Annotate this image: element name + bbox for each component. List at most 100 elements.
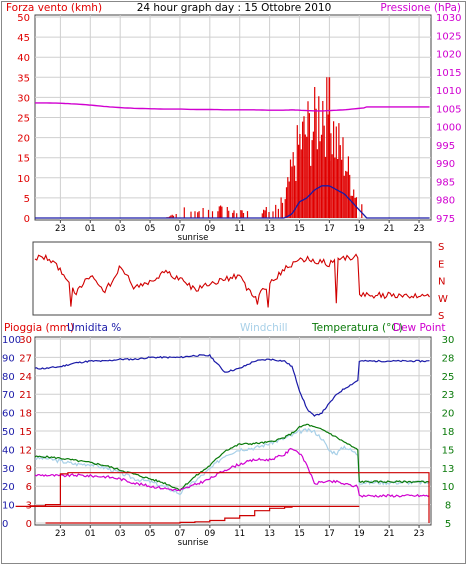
wind-ytick-label: 45: [17, 33, 30, 44]
bot-xtick-label: 01: [85, 529, 96, 539]
top-xtick-label: 23: [414, 224, 425, 234]
dewpoint-series: [34, 447, 430, 498]
sunrise-label-bottom: sunrise: [178, 538, 209, 548]
pressure-ytick-label: 975: [436, 214, 455, 225]
top-xtick-label: 07: [175, 224, 186, 234]
chart-marks: [15, 77, 430, 524]
pressure-ytick-label: 1010: [436, 86, 461, 97]
humidity-ytick-label: 80: [2, 372, 15, 383]
bot-xtick-label: 13: [264, 529, 275, 539]
rain-label: Pioggia (mm): [4, 322, 74, 334]
temperature-series: [34, 423, 430, 492]
bot-xtick-label: 07: [175, 529, 186, 539]
bot-xtick-label: 23: [55, 529, 66, 539]
rain-ytick-label: 3: [26, 501, 32, 512]
humidity-ytick-label: 70: [2, 390, 15, 401]
wind-ytick-label: 35: [17, 73, 30, 84]
rain-ytick-label: 30: [19, 335, 32, 346]
top-xtick-label: 21: [384, 224, 395, 234]
bot-xtick-label: 17: [324, 529, 335, 539]
rain-ytick-label: 24: [19, 372, 32, 383]
rain-ytick-label: 27: [19, 353, 32, 364]
temperature-ytick-label: 30: [442, 335, 455, 346]
wind-ytick-label: 50: [17, 13, 30, 24]
wind-ytick-label: 30: [17, 93, 30, 104]
rain-ytick-label: 9: [26, 464, 32, 475]
top-xtick-label: 19: [354, 224, 365, 234]
temperature-ytick-label: 20: [442, 409, 455, 420]
wind-ytick-label: 10: [17, 174, 30, 185]
wind-direction-panel-frame: [32, 241, 432, 316]
bot-xtick-label: 21: [384, 529, 395, 539]
sunrise-label-top: sunrise: [178, 233, 209, 243]
wind-ytick-label: 0: [24, 214, 30, 225]
rain-ytick-label: 0: [26, 519, 32, 530]
temperature-ytick-label: 8: [445, 501, 451, 512]
humidity-ytick-label: 50: [2, 427, 15, 438]
rain-ytick-label: 15: [19, 427, 32, 438]
pressure-ytick-label: 985: [436, 177, 455, 188]
wind-direction-label: W: [438, 294, 448, 305]
pressure-ytick-label: 1005: [436, 104, 461, 115]
humidity-label: Umidita %: [67, 322, 121, 334]
humidity-ytick-label: 0: [2, 519, 8, 530]
humidity-ytick-label: 10: [2, 501, 15, 512]
wind-direction-label: S: [438, 242, 444, 253]
pressure-label: Pressione (hPa): [380, 2, 461, 14]
wind-ytick-label: 20: [17, 134, 30, 145]
rain-ytick-label: 21: [19, 390, 32, 401]
pressure-ytick-label: 990: [436, 159, 455, 170]
pressure-ytick-label: 1020: [436, 50, 461, 61]
pressure-series: [35, 102, 430, 112]
rain-ytick-label: 6: [26, 482, 32, 493]
top-xtick-label: 17: [324, 224, 335, 234]
humidity-ytick-label: 60: [2, 409, 15, 420]
bot-xtick-label: 11: [234, 529, 245, 539]
temperature-ytick-label: 25: [442, 372, 455, 383]
top-xtick-label: 03: [115, 224, 126, 234]
temperature-label: Temperatura (°C): [311, 322, 403, 334]
wind-direction-label: S: [438, 311, 444, 322]
humidity-ytick-label: 100: [2, 335, 21, 346]
temperature-ytick-label: 10: [442, 482, 455, 493]
bot-xtick-label: 23: [414, 529, 425, 539]
humidity-series: [34, 353, 430, 417]
wind-ytick-label: 40: [17, 53, 30, 64]
top-xtick-label: 15: [294, 224, 305, 234]
windchill-label: Windchill: [240, 322, 288, 334]
temperature-ytick-label: 15: [442, 445, 455, 456]
top-xtick-label: 01: [85, 224, 96, 234]
pressure-ytick-label: 1000: [436, 123, 461, 134]
rain-ytick-label: 18: [19, 409, 32, 420]
wind-speed-label: Forza vento (kmh): [6, 2, 102, 14]
temperature-ytick-label: 23: [442, 390, 455, 401]
bot-xtick-label: 09: [204, 529, 215, 539]
temperature-ytick-label: 5: [445, 519, 451, 530]
top-xtick-label: 05: [145, 224, 156, 234]
top-xtick-label: 09: [204, 224, 215, 234]
top-xtick-label: 23: [55, 224, 66, 234]
wind-direction-label: E: [438, 259, 444, 270]
temperature-ytick-label: 18: [442, 427, 455, 438]
pressure-ytick-label: 1015: [436, 68, 461, 79]
pressure-ytick-label: 1030: [436, 13, 461, 24]
pressure-ytick-label: 980: [436, 196, 455, 207]
bot-xtick-label: 03: [115, 529, 126, 539]
top-xtick-label: 13: [264, 224, 275, 234]
pressure-ytick-label: 995: [436, 141, 455, 152]
wind-average-series: [35, 185, 430, 219]
top-xtick-label: 11: [234, 224, 245, 234]
bot-xtick-label: 15: [294, 529, 305, 539]
temperature-ytick-label: 28: [442, 353, 455, 364]
humidity-ytick-label: 90: [2, 353, 15, 364]
wind-panel-grid: [35, 15, 431, 220]
pressure-ytick-label: 1025: [436, 31, 461, 42]
temperature-ytick-label: 13: [442, 464, 455, 475]
humidity-ytick-label: 40: [2, 445, 15, 456]
humidity-ytick-label: 20: [2, 482, 15, 493]
humidity-ytick-label: 30: [2, 464, 15, 475]
rain-ytick-label: 12: [19, 445, 32, 456]
